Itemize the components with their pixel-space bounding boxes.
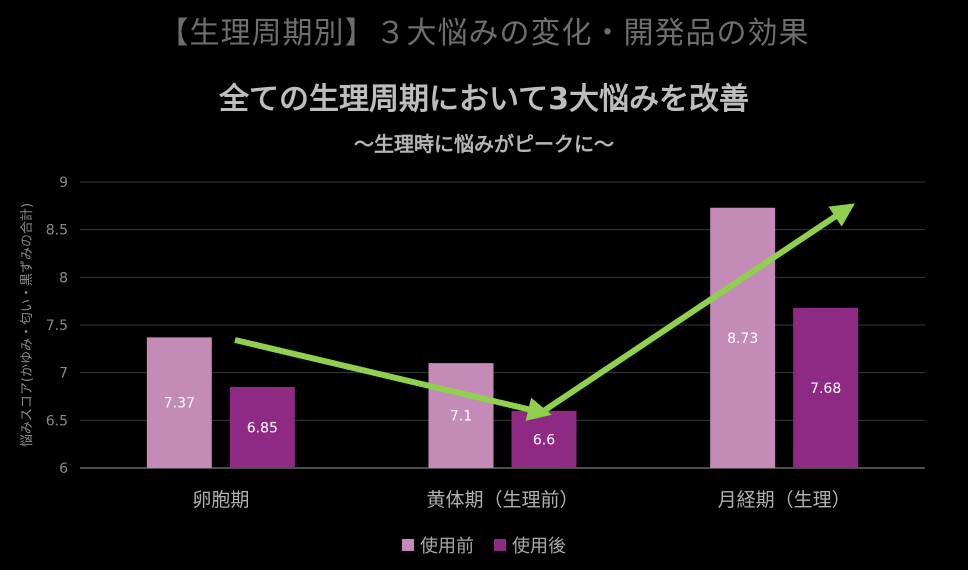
trend-arrow-up bbox=[543, 203, 855, 413]
legend-label-after: 使用後 bbox=[512, 536, 566, 557]
bar-data-label: 6.6 bbox=[533, 432, 555, 448]
y-tick-label: 9 bbox=[59, 175, 68, 191]
bar-data-label: 8.73 bbox=[727, 331, 758, 347]
y-tick-label: 7.5 bbox=[46, 318, 68, 334]
bar-data-label: 7.1 bbox=[450, 409, 472, 425]
trend-arrow-down bbox=[234, 337, 552, 421]
x-tick-label: 黄体期（生理前） bbox=[426, 489, 578, 511]
y-tick-label: 6 bbox=[59, 461, 68, 477]
legend-item-before: 使用前 bbox=[402, 532, 474, 558]
y-tick-label: 8 bbox=[59, 270, 68, 286]
bar bbox=[229, 386, 295, 468]
legend-swatch-before bbox=[402, 539, 414, 551]
x-tick-label: 卵胞期 bbox=[192, 489, 249, 511]
legend-item-after: 使用後 bbox=[494, 532, 566, 558]
page-header-title: 【生理周期別】３大悩みの変化・開発品の効果 bbox=[158, 16, 810, 51]
y-tick-label: 7 bbox=[59, 366, 68, 382]
chart-subtitle: 〜生理時に悩みがピークに〜 bbox=[354, 132, 614, 156]
legend-swatch-after bbox=[494, 539, 506, 551]
x-tick-label: 月経期（生理） bbox=[718, 489, 851, 511]
bar bbox=[710, 207, 776, 469]
legend-label-before: 使用前 bbox=[420, 536, 474, 557]
bar-data-label: 7.37 bbox=[164, 396, 195, 412]
bar-data-label: 7.68 bbox=[810, 381, 841, 397]
bar bbox=[428, 363, 494, 468]
bar-data-label: 6.85 bbox=[247, 420, 278, 436]
bar bbox=[793, 307, 859, 468]
y-tick-label: 6.5 bbox=[46, 413, 68, 429]
y-tick-label: 8.5 bbox=[46, 223, 68, 239]
chart-main-title: 全ての生理周期において3大悩みを改善 bbox=[219, 82, 749, 117]
bar bbox=[146, 337, 212, 468]
chart-legend: 使用前 使用後 bbox=[0, 532, 968, 558]
